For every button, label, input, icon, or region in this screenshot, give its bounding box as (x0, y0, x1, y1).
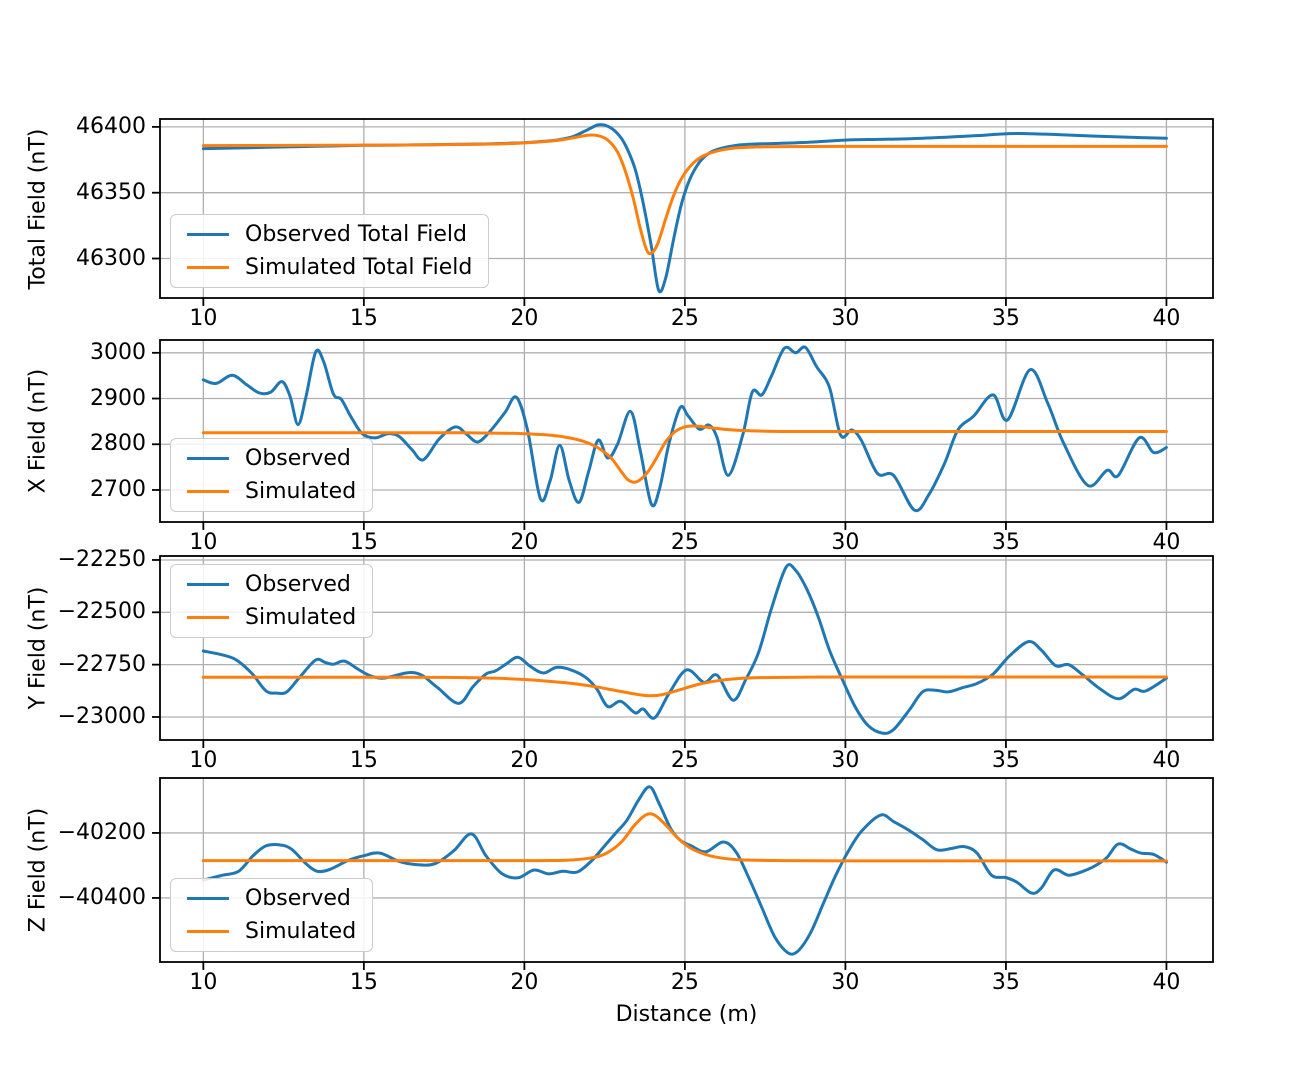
x-tick-label: 30 (831, 530, 860, 555)
legend-item-observed: Observed (187, 885, 356, 912)
legend-label-observed: Observed (245, 886, 351, 911)
plot-canvas (152, 118, 1214, 306)
y-tick-label: −23000 (57, 703, 146, 729)
x-tick-label: 10 (189, 748, 218, 773)
x-tick-label: 35 (991, 530, 1020, 555)
observed-line-swatch (187, 582, 229, 587)
x-tick-label: 20 (510, 530, 539, 555)
x-tick-label: 20 (510, 970, 539, 995)
series-line (201, 785, 1168, 956)
x-tick-labels: 10 15 20 25 30 35 40 (160, 306, 1213, 334)
legend-item-observed: Observed (187, 571, 356, 598)
legend-label-simulated: Simulated (245, 605, 357, 630)
y-tick-label: 3000 (90, 339, 146, 365)
y-tick-label: 46350 (76, 179, 146, 205)
legend-item-simulated: Simulated (187, 604, 356, 631)
x-tick-label: 40 (1152, 306, 1181, 331)
plot-area: Observed Simulated (152, 339, 1214, 530)
y-tick-label: −22750 (57, 651, 146, 677)
x-tick-label: 15 (349, 970, 378, 995)
legend-label-observed: Observed (245, 572, 351, 597)
legend-label-simulated: Simulated Total Field (245, 255, 473, 280)
legend: Observed Simulated (170, 564, 374, 638)
x-tick-labels: 10 15 20 25 30 35 40 (160, 970, 1213, 998)
series-line (201, 812, 1168, 863)
y-tick-label: −22500 (57, 599, 146, 625)
legend-label-observed: Observed (245, 446, 351, 471)
x-tick-label: 15 (349, 748, 378, 773)
plot-canvas (152, 555, 1214, 748)
x-tick-label: 20 (510, 748, 539, 773)
x-tick-label: 25 (670, 748, 699, 773)
y-tick-labels: 46300 46350 46400 (0, 114, 146, 298)
series-line (201, 345, 1168, 513)
y-tick-labels: 2700 2800 2900 3000 (0, 340, 146, 522)
x-axis-title: Distance (m) (615, 1002, 758, 1027)
x-tick-label: 40 (1152, 530, 1181, 555)
y-tick-label: 2700 (90, 476, 146, 502)
y-tick-label: −40200 (57, 819, 146, 845)
plot-area: Observed Simulated (152, 777, 1214, 970)
y-tick-label: 46300 (76, 245, 146, 271)
x-tick-label: 20 (510, 306, 539, 331)
x-tick-label: 35 (991, 748, 1020, 773)
x-tick-label: 30 (831, 748, 860, 773)
x-tick-label: 30 (831, 306, 860, 331)
x-tick-label: 10 (189, 530, 218, 555)
x-tick-label: 15 (349, 530, 378, 555)
observed-line-swatch (187, 896, 229, 901)
x-tick-label: 15 (349, 306, 378, 331)
x-tick-label: 30 (831, 970, 860, 995)
y-tick-label: 2900 (90, 385, 146, 411)
observed-line-swatch (187, 232, 229, 237)
x-tick-label: 25 (670, 530, 699, 555)
panel-y-field: Y Field (nT) −23000 −22750 −22500 −22250 Ob… (0, 547, 1314, 773)
simulated-line-swatch (187, 929, 229, 934)
series-line (201, 675, 1168, 698)
legend-item-simulated: Simulated (187, 918, 356, 945)
x-tick-labels: 10 15 20 25 30 35 40 (160, 530, 1213, 558)
panel-z-field: Z Field (nT) −40400 −40200 Observed Simul… (0, 777, 1314, 995)
x-tick-label: 25 (670, 970, 699, 995)
legend: Observed Simulated (170, 878, 374, 952)
x-tick-label: 35 (991, 970, 1020, 995)
legend-label-simulated: Simulated (245, 919, 357, 944)
legend: Observed Total Field Simulated Total Fie… (170, 214, 490, 288)
series-line (201, 133, 1168, 256)
y-tick-label: −22250 (57, 546, 146, 572)
x-tick-label: 25 (670, 306, 699, 331)
x-tick-label: 10 (189, 306, 218, 331)
plot-area: Observed Total Field Simulated Total Fie… (152, 118, 1214, 306)
panel-total-field: Total Field (nT) 46300 46350 46400 Observe… (0, 114, 1314, 331)
y-tick-label: −40400 (57, 884, 146, 910)
x-tick-label: 35 (991, 306, 1020, 331)
legend: Observed Simulated (170, 438, 374, 512)
simulated-line-swatch (187, 489, 229, 494)
panel-x-field: X Field (nT) 2700 2800 2900 3000 Observed S… (0, 339, 1314, 555)
legend-item-simulated: Simulated (187, 478, 356, 505)
legend-item-observed: Observed (187, 445, 356, 472)
simulated-line-swatch (187, 265, 229, 270)
observed-line-swatch (187, 456, 229, 461)
y-tick-label: 2800 (90, 431, 146, 457)
x-tick-label: 40 (1152, 748, 1181, 773)
x-tick-label: 40 (1152, 970, 1181, 995)
simulated-line-swatch (187, 615, 229, 620)
legend-label-simulated: Simulated (245, 479, 357, 504)
plot-area: Observed Simulated (152, 555, 1214, 748)
x-tick-labels: 10 15 20 25 30 35 40 (160, 748, 1213, 776)
y-tick-label: 46400 (76, 113, 146, 139)
x-tick-label: 10 (189, 970, 218, 995)
series-line (201, 563, 1168, 735)
legend-item-simulated: Simulated Total Field (187, 254, 472, 281)
y-tick-labels: −40400 −40200 (0, 778, 146, 962)
plot-canvas (152, 777, 1214, 970)
series-line (201, 424, 1168, 484)
y-tick-labels: −23000 −22750 −22500 −22250 (0, 547, 146, 740)
legend-label-observed: Observed Total Field (245, 222, 467, 247)
legend-item-observed: Observed Total Field (187, 221, 472, 248)
